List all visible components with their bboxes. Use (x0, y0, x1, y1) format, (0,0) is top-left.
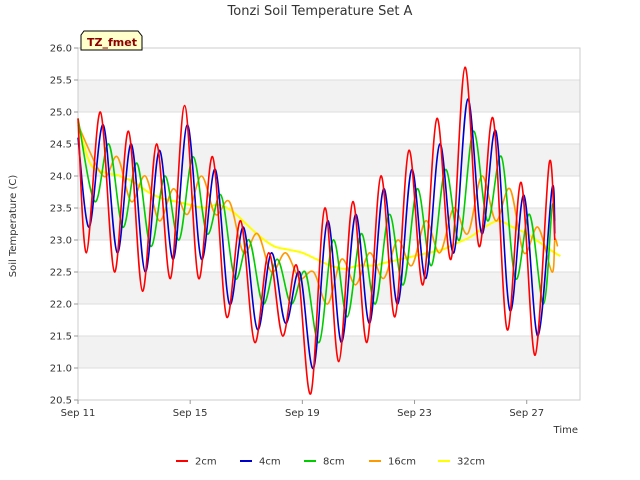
legend-label-8cm: 8cm (323, 457, 345, 468)
y-tick-label: 24.5 (50, 140, 72, 151)
x-tick-label: Sep 11 (61, 408, 96, 419)
legend: 2cm 4cm 8cm 16cm 32cm (176, 457, 485, 468)
x-tick-label: Sep 19 (285, 408, 320, 419)
legend-label-4cm: 4cm (259, 457, 281, 468)
chart-title: Tonzi Soil Temperature Set A (227, 4, 413, 19)
y-tick-label: 21.5 (50, 332, 72, 343)
site-badge-label: TZ_fmet (87, 36, 137, 49)
grid-band (78, 80, 580, 112)
x-axis: Sep 11 Sep 15 Sep 19 Sep 23 Sep 27 (61, 400, 544, 419)
x-tick-label: Sep 27 (509, 408, 544, 419)
legend-label-2cm: 2cm (195, 457, 217, 468)
site-badge: TZ_fmet (80, 30, 143, 51)
site-badge-box (80, 30, 143, 51)
y-tick-label: 21.0 (50, 364, 72, 375)
y-tick-label: 25.0 (50, 108, 72, 119)
legend-label-16cm: 16cm (388, 457, 416, 468)
y-tick-label: 25.5 (50, 76, 72, 87)
y-axis: 20.5 21.0 21.5 22.0 22.5 23.0 23.5 24.0 24.5 25.0… (50, 44, 78, 407)
grid-band (78, 272, 580, 304)
x-tick-label: Sep 15 (173, 408, 208, 419)
y-tick-label: 23.0 (50, 236, 72, 247)
y-tick-label: 24.0 (50, 172, 72, 183)
plot-frame (77, 47, 581, 401)
y-tick-label: 26.0 (50, 44, 72, 55)
series-line-2cm (77, 66, 556, 395)
x-axis-label: Time (553, 425, 578, 436)
legend-label-32cm: 32cm (457, 457, 485, 468)
x-tick-label: Sep 23 (397, 408, 432, 419)
y-axis-label: Soil Temperature (C) (8, 175, 19, 278)
y-tick-label: 22.5 (50, 268, 72, 279)
y-tick-label: 23.5 (50, 204, 72, 215)
series-line-16cm (77, 124, 559, 305)
series-lines (77, 66, 561, 395)
y-tick-label: 20.5 (50, 396, 72, 407)
grid-band (78, 336, 580, 368)
y-tick-label: 22.0 (50, 300, 72, 311)
